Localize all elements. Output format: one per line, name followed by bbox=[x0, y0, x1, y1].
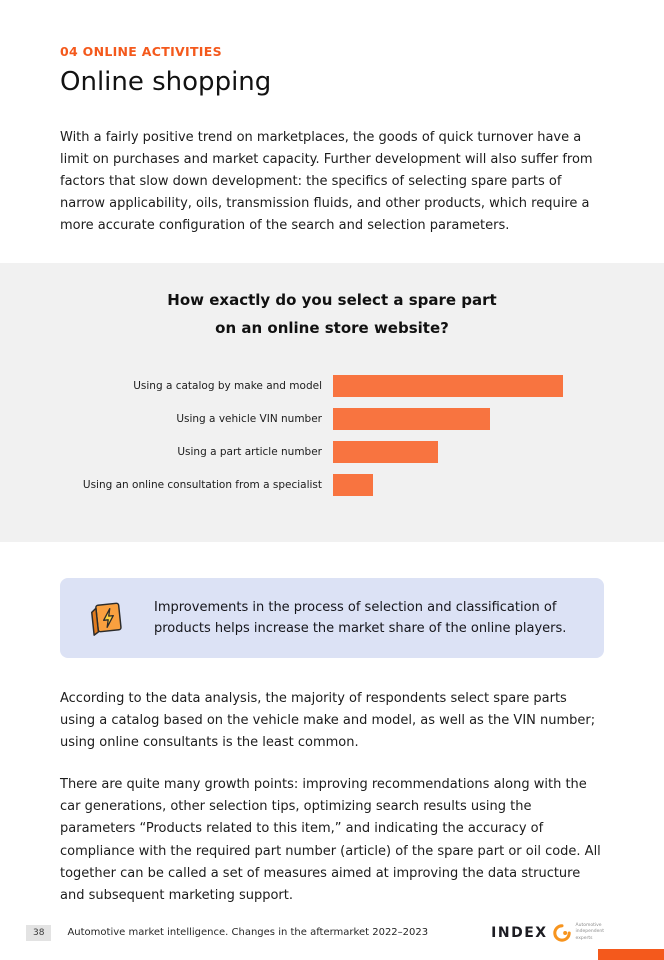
chart-category-label: Using an online consultation from a spec… bbox=[82, 478, 322, 491]
chart-bar bbox=[333, 473, 374, 496]
chart-category-label: Using a catalog by make and model bbox=[133, 379, 322, 392]
page-number: 38 bbox=[26, 924, 52, 941]
package-lightning-icon bbox=[91, 602, 122, 636]
index-logo-text: INDEX bbox=[491, 924, 548, 941]
chart-category-label: Using a vehicle VIN number bbox=[176, 412, 322, 425]
tagline-line-3: experts bbox=[575, 935, 593, 941]
index-logo: INDEX Automotive independent experts bbox=[491, 923, 604, 942]
intro-paragraph: With a fairly positive trend on marketpl… bbox=[60, 130, 593, 234]
chart-row: Using a part article number bbox=[60, 440, 604, 463]
callout-box: Improvements in the process of selection… bbox=[60, 577, 604, 658]
footer: 38 Automotive market intelligence. Chang… bbox=[0, 923, 664, 942]
index-logo-icon bbox=[552, 923, 571, 942]
chart-bar bbox=[333, 407, 491, 430]
chart-section: How exactly do you select a spare part o… bbox=[0, 263, 664, 542]
chart-title-line2: on an online store website? bbox=[215, 319, 449, 338]
index-logo-tagline: Automotive independent experts bbox=[576, 923, 604, 942]
page-title: Online shopping bbox=[60, 67, 272, 97]
tagline-line-1: Automotive bbox=[575, 923, 602, 929]
chart-row: Using a catalog by make and model bbox=[60, 374, 604, 397]
body-paragraph-1: According to the data analysis, the majo… bbox=[60, 690, 596, 751]
chart-row: Using a vehicle VIN number bbox=[60, 407, 604, 430]
section-kicker: 04 ONLINE ACTIVITIES bbox=[60, 44, 222, 59]
chart-rows: Using a catalog by make and model Using a… bbox=[60, 374, 604, 496]
chart-bar bbox=[333, 440, 438, 463]
chart-row: Using an online consultation from a spec… bbox=[60, 473, 604, 496]
chart-bar-area bbox=[333, 440, 583, 463]
chart-bar-area bbox=[333, 407, 583, 430]
tagline-line-2: independent bbox=[575, 929, 604, 935]
chart-bar-area bbox=[333, 374, 583, 397]
chart-title-line1: How exactly do you select a spare part bbox=[167, 291, 497, 310]
callout-text: Improvements in the process of selection… bbox=[154, 599, 567, 636]
chart-bar-area bbox=[333, 473, 583, 496]
chart-category-label: Using a part article number bbox=[177, 445, 322, 458]
footer-text: Automotive market intelligence. Changes … bbox=[67, 927, 429, 939]
body-paragraph-2: There are quite many growth points: impr… bbox=[60, 777, 601, 903]
chart-title: How exactly do you select a spare part o… bbox=[60, 287, 604, 343]
chart-bar bbox=[333, 374, 563, 397]
corner-accent-bar bbox=[598, 949, 664, 960]
